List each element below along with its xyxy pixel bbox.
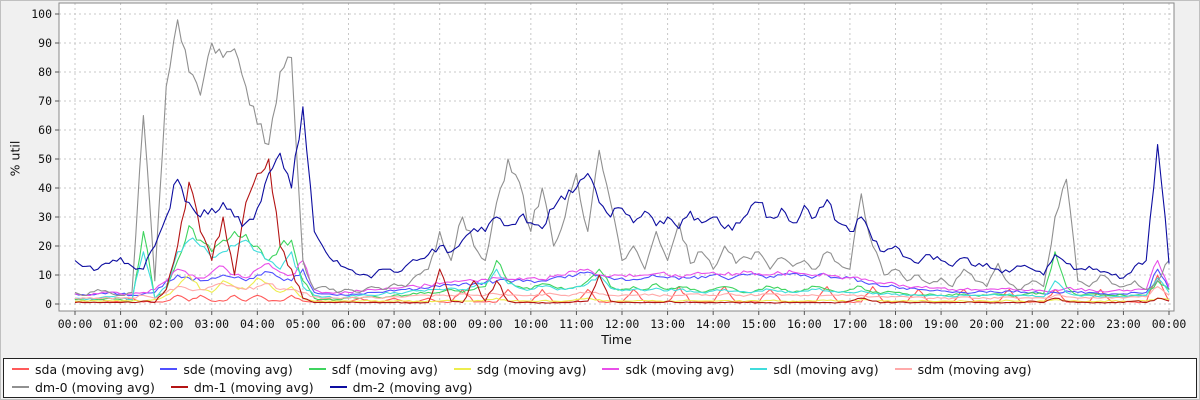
x-tick-label: 20:00 [969, 317, 1004, 331]
y-tick-label: 70 [38, 94, 52, 108]
legend-swatch-sda [12, 368, 29, 370]
x-tick-label: 05:00 [286, 317, 321, 331]
legend-label-sdf: sdf (moving avg) [331, 361, 438, 377]
legend-label-sdg: sdg (moving avg) [476, 361, 587, 377]
legend-swatch-dm-0 [12, 386, 29, 388]
y-tick-label: 100 [31, 7, 52, 21]
legend-label-dm-0: dm-0 (moving avg) [35, 379, 155, 395]
y-tick-label: 30 [38, 210, 52, 224]
legend-swatch-dm-1 [170, 386, 188, 388]
x-tick-label: 16:00 [787, 317, 822, 331]
x-tick-label: 18:00 [878, 317, 913, 331]
legend-item-dm-1: dm-1 (moving avg) [170, 378, 314, 396]
legend-swatch-sde [160, 368, 178, 370]
x-tick-label: 17:00 [833, 317, 868, 331]
legend-swatch-sdm [894, 368, 912, 370]
legend-swatch-sdf [308, 368, 326, 370]
series-line-sdl [74, 237, 1170, 301]
x-tick-label: 22:00 [1061, 317, 1096, 331]
legend-label-sdl: sdl (moving avg) [773, 361, 879, 377]
legend-item-dm-2: dm-2 (moving avg) [329, 378, 473, 396]
x-tick-label: 11:00 [559, 317, 594, 331]
legend-label-sde: sde (moving avg) [183, 361, 293, 377]
series-line-dm-0 [74, 19, 1170, 297]
x-tick-label: 02:00 [149, 317, 184, 331]
x-tick-label: 07:00 [377, 317, 412, 331]
legend-label-sda: sda (moving avg) [35, 361, 145, 377]
legend-swatch-sdk [602, 368, 620, 370]
series-line-sda [74, 274, 1170, 304]
legend-item-sdl: sdl (moving avg) [750, 360, 879, 378]
legend-item-dm-0: dm-0 (moving avg) [12, 378, 155, 396]
legend-swatch-sdg [453, 368, 471, 370]
legend-label-sdk: sdk (moving avg) [625, 361, 735, 377]
legend-item-sda: sda (moving avg) [12, 360, 144, 378]
y-tick-label: 40 [38, 181, 52, 195]
y-tick-label: 50 [38, 152, 52, 166]
series-line-sdk [74, 259, 1170, 297]
legend-item-sde: sde (moving avg) [160, 360, 293, 378]
y-axis-title: % util [7, 140, 23, 177]
x-tick-label: 19:00 [924, 317, 959, 331]
legend-label-dm-1: dm-1 (moving avg) [193, 379, 314, 395]
series-line-dm-2 [74, 106, 1170, 279]
legend-swatch-dm-2 [329, 386, 347, 388]
series-line-sde [74, 268, 1170, 297]
y-tick-label: 10 [38, 268, 52, 282]
series-line-dm-1 [74, 158, 1170, 304]
legend-label-sdm: sdm (moving avg) [917, 361, 1032, 377]
y-tick-label: 80 [38, 65, 52, 79]
x-tick-label: 09:00 [468, 317, 503, 331]
x-tick-label: 00:00 [58, 317, 93, 331]
series-line-sdg [74, 274, 1170, 303]
legend-item-sdg: sdg (moving avg) [453, 360, 587, 378]
x-tick-label: 06:00 [331, 317, 366, 331]
x-tick-label: 08:00 [422, 317, 457, 331]
x-tick-label: 04:00 [240, 317, 275, 331]
x-axis-title: Time [601, 332, 632, 347]
x-tick-label: 13:00 [650, 317, 685, 331]
legend-item-sdm: sdm (moving avg) [894, 360, 1032, 378]
x-tick-label: 10:00 [514, 317, 549, 331]
x-tick-label: 14:00 [696, 317, 731, 331]
x-tick-label: 03:00 [194, 317, 229, 331]
legend-label-dm-2: dm-2 (moving avg) [352, 379, 473, 395]
x-tick-label: 00:00 [1152, 317, 1187, 331]
legend-item-sdf: sdf (moving avg) [308, 360, 438, 378]
utilization-chart-svg: 0 10 20 30 40 50 60 70 80 90 100 00:00 01:00 02:00 03:… [31, 2, 1187, 331]
series-line-sdm [74, 282, 1170, 300]
y-tick-label: 60 [38, 123, 52, 137]
y-tick-label: 90 [38, 36, 52, 50]
x-tick-label: 23:00 [1106, 317, 1141, 331]
x-tick-label: 01:00 [103, 317, 138, 331]
legend: sda (moving avg) sde (moving avg) sdf (mov… [3, 358, 1197, 398]
y-tick-label: 0 [45, 297, 52, 311]
legend-swatch-sdl [750, 368, 768, 370]
x-tick-label: 21:00 [1015, 317, 1050, 331]
legend-item-sdk: sdk (moving avg) [602, 360, 734, 378]
y-tick-label: 20 [38, 239, 52, 253]
x-tick-label: 12:00 [605, 317, 640, 331]
x-tick-label: 15:00 [741, 317, 776, 331]
